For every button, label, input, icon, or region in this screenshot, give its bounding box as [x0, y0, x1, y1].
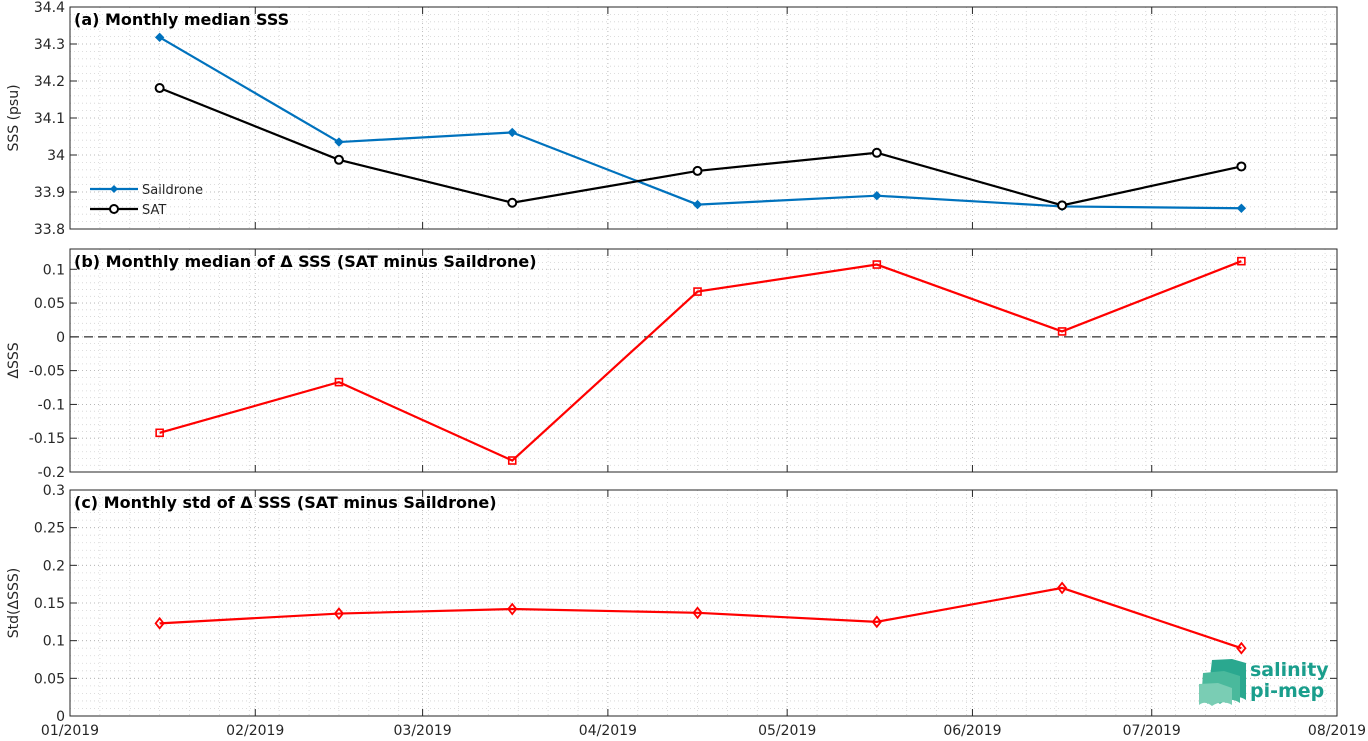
data-point-square: [1237, 256, 1246, 266]
legend-marker: [109, 204, 119, 214]
data-point-diamond: [333, 607, 345, 620]
data-point-diamond: [507, 127, 517, 138]
series-sat: [154, 83, 1247, 211]
y-tick-label: 0.05: [34, 296, 65, 312]
panel-title: (c) Monthly std of Δ SSS (SAT minus Sail…: [74, 493, 497, 512]
data-point-diamond: [1236, 203, 1247, 213]
y-tick-label: 0.05: [34, 671, 65, 687]
data-point-square: [334, 377, 344, 387]
y-tick-label: 33.8: [34, 222, 65, 238]
x-tick-label: 04/2019: [579, 723, 637, 739]
x-tick-label: 08/2019: [1308, 723, 1366, 739]
data-point-square: [507, 456, 517, 465]
y-tick-label: -0.1: [38, 397, 65, 413]
data-point-square: [1057, 327, 1067, 336]
plot-area: [70, 249, 1337, 472]
y-tick-label: 0.3: [43, 483, 65, 499]
x-tick-label: 03/2019: [394, 723, 452, 739]
y-tick-label: 0.15: [34, 596, 65, 612]
y-tick-label: 34: [47, 148, 65, 164]
data-point-circle: [333, 154, 344, 165]
y-tick-label: 34.4: [34, 0, 65, 16]
y-tick-label: 0.1: [43, 634, 65, 650]
logo-line-1: salinity: [1250, 659, 1329, 681]
data-point-circle: [1236, 161, 1247, 172]
data-point-diamond: [1236, 641, 1247, 655]
series-line: [159, 586, 1242, 650]
series-line: [159, 260, 1242, 462]
y-tick-label: -0.2: [38, 465, 65, 481]
legend: Saildrone SAT: [90, 183, 203, 218]
data-point-circle: [154, 83, 165, 94]
y-tick-label: -0.05: [29, 364, 65, 380]
data-point-circle: [871, 147, 882, 158]
x-tick-label: 07/2019: [1123, 723, 1181, 739]
data-point-circle: [507, 197, 518, 208]
y-tick-label: 33.9: [34, 185, 65, 201]
legend-marker: [110, 185, 118, 193]
salinity-pi-mep-logo: salinity pi-mep: [1199, 659, 1329, 706]
data-point-diamond: [872, 190, 882, 201]
series-delta-sss: [154, 581, 1247, 655]
y-axis-label: SSS (psu): [6, 84, 22, 151]
panel-3: 0 0.05 0.1 0.15 0.2 0.25 0.3 Std(ΔSSS) (c) Month…: [6, 483, 1338, 725]
y-tick-label: 0: [56, 709, 65, 725]
y-axis-label: ΔSSS: [6, 342, 22, 378]
x-tick-label: 05/2019: [758, 723, 816, 739]
data-point-square: [155, 428, 164, 438]
y-tick-label: 0.2: [43, 558, 65, 574]
data-point-diamond: [154, 616, 165, 630]
x-tick-label: 06/2019: [943, 723, 1001, 739]
data-point-diamond: [154, 32, 165, 43]
y-tick-label: -0.15: [29, 431, 65, 447]
plot-area: [70, 490, 1337, 716]
series-delta-sss: [155, 256, 1246, 465]
y-axis-label: Std(ΔSSS): [6, 568, 22, 638]
y-tick-label: 34.2: [34, 74, 65, 90]
data-point-diamond: [334, 137, 344, 147]
data-point-circle: [692, 165, 703, 176]
data-point-diamond: [692, 199, 703, 210]
y-tick-label: 0: [56, 330, 65, 346]
axes-box: [69, 248, 1338, 473]
panel-title: (a) Monthly median SSS: [74, 10, 289, 29]
panel-1: 33.8 33.9 34 34.1 34.2 34.3 34.4 SSS (psu) (a) M…: [6, 0, 1338, 238]
panel-2: -0.2 -0.15 -0.1 -0.05 0 0.05 0.1 ΔSSS (b) Monthl…: [6, 248, 1338, 481]
x-tick-label: 01/2019: [41, 723, 99, 739]
logo-line-2: pi-mep: [1250, 680, 1324, 702]
data-point-diamond: [507, 602, 518, 616]
x-tick-label: 02/2019: [226, 723, 284, 739]
legend-label: Saildrone: [142, 183, 203, 198]
y-tick-label: 34.1: [34, 111, 65, 127]
y-tick-label: 0.1: [43, 262, 65, 278]
data-point-square: [872, 260, 882, 269]
data-point-diamond: [1056, 581, 1068, 595]
panel-title: (b) Monthly median of Δ SSS (SAT minus S…: [74, 252, 537, 271]
data-point-diamond: [871, 615, 882, 629]
data-point-square: [693, 287, 702, 296]
logo-wave-icon: [1199, 659, 1246, 706]
y-tick-label: 0.25: [34, 521, 65, 537]
legend-label: SAT: [142, 203, 166, 218]
data-point-diamond: [692, 606, 703, 620]
data-point-circle: [1057, 200, 1068, 211]
y-tick-label: 34.3: [34, 37, 65, 53]
